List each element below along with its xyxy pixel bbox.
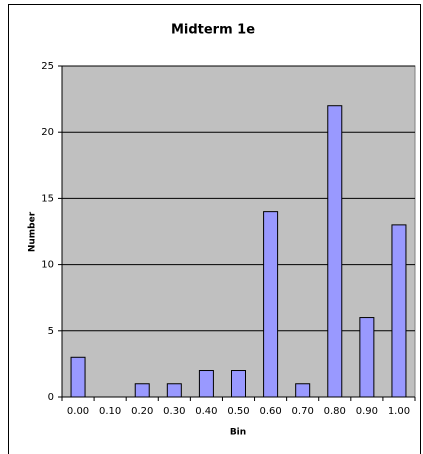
y-tick-label: 0 xyxy=(48,392,54,403)
bar xyxy=(134,383,150,398)
y-tick-label: 20 xyxy=(41,127,54,138)
x-tick-label: 0.80 xyxy=(324,406,346,417)
bar xyxy=(70,356,86,398)
x-axis-title: Bin xyxy=(230,428,246,438)
y-tick-label: 5 xyxy=(48,326,54,337)
y-tick-label: 10 xyxy=(41,260,54,271)
bar xyxy=(198,370,214,398)
bar xyxy=(166,383,182,398)
x-tick-label: 1.00 xyxy=(388,406,410,417)
plot-area xyxy=(61,65,416,398)
bar xyxy=(327,105,343,398)
x-tick-label: 0.50 xyxy=(227,406,249,417)
x-tick-label: 0.20 xyxy=(131,406,153,417)
bar xyxy=(231,370,246,398)
y-tick-label: 15 xyxy=(41,193,54,204)
bar xyxy=(391,224,407,398)
x-tick-label: 0.30 xyxy=(163,406,185,417)
y-axis-title: Number xyxy=(28,211,38,252)
x-tick-label: 0.10 xyxy=(99,406,121,417)
x-tick-label: 0.00 xyxy=(67,406,89,417)
x-tick-label: 0.60 xyxy=(259,406,281,417)
x-tick-label: 0.40 xyxy=(195,406,217,417)
bar xyxy=(359,317,375,398)
chart-title: Midterm 1e xyxy=(171,23,255,38)
x-tick-label: 0.70 xyxy=(292,406,314,417)
bar xyxy=(263,211,279,398)
bar xyxy=(295,383,311,398)
x-tick-label: 0.90 xyxy=(356,406,378,417)
y-tick-label: 25 xyxy=(41,61,54,72)
